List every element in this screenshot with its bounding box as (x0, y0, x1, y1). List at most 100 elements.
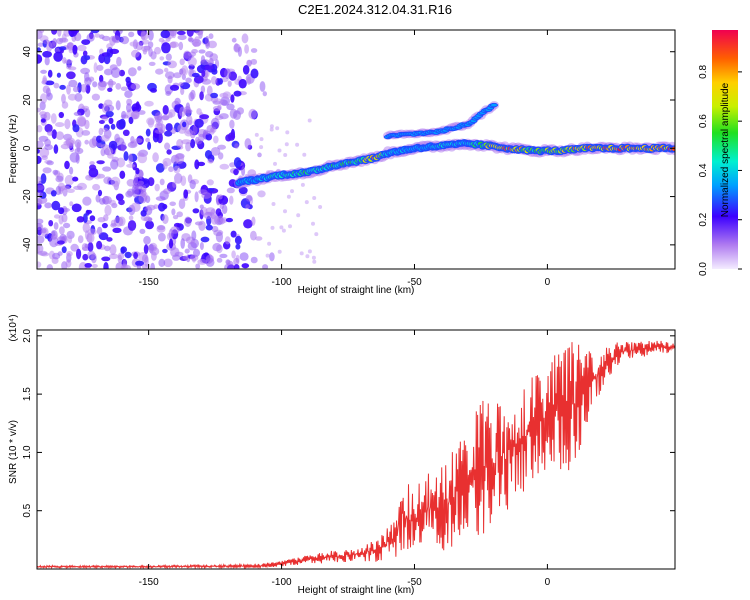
noise-blob (120, 246, 127, 253)
noise-blob (81, 39, 91, 45)
noise-blob (115, 83, 122, 90)
noise-blob (218, 194, 223, 200)
noise-blob (74, 92, 83, 102)
noise-blob (242, 65, 250, 75)
noise-blob (154, 123, 160, 129)
noise-blob (92, 183, 101, 191)
noise-blob (140, 210, 147, 217)
noise-blob (47, 69, 53, 78)
noise-blob (244, 138, 252, 149)
noise-blob (204, 130, 211, 135)
noise-blob (81, 130, 91, 136)
noise-blob (164, 67, 169, 73)
noise-blob (55, 131, 64, 141)
noise-blob (86, 209, 93, 214)
noise-blob (259, 145, 264, 150)
noise-blob (302, 152, 307, 157)
noise-blob (64, 174, 75, 186)
noise-blob (269, 252, 275, 262)
noise-blob (155, 163, 165, 173)
noise-blob (158, 232, 166, 242)
noise-blob (104, 104, 115, 112)
noise-blob (96, 240, 103, 250)
noise-blob (159, 56, 165, 61)
noise-blob (52, 169, 59, 175)
noise-blob (128, 116, 134, 125)
noise-blob (37, 42, 44, 47)
noise-blob (168, 238, 174, 249)
spectrogram-x-axis-label: Height of straight line (km) (298, 285, 415, 296)
noise-blob (255, 236, 263, 241)
noise-blob (55, 175, 64, 183)
noise-blob (64, 118, 71, 130)
noise-blob (250, 58, 258, 65)
noise-blob (110, 159, 119, 170)
noise-blob (230, 230, 237, 238)
noise-blob (71, 203, 82, 213)
noise-blob (150, 88, 157, 93)
noise-blob (37, 192, 44, 197)
noise-blob (87, 242, 94, 252)
snr-y-tick-label: 0.5 (22, 503, 33, 517)
colorbar-label: Normalized spectral amplitude (720, 82, 731, 217)
noise-blob (97, 217, 106, 223)
noise-blob (295, 142, 300, 147)
noise-blob (239, 252, 249, 261)
noise-blob (148, 30, 154, 41)
noise-blob (158, 258, 166, 267)
noise-blob (76, 248, 82, 260)
colorbar-tick-label: 0.4 (698, 163, 709, 177)
noise-blob (101, 116, 108, 122)
noise-blob (168, 109, 176, 118)
noise-blob (73, 185, 83, 190)
noise-blob (105, 110, 114, 118)
noise-blob (109, 48, 120, 55)
noise-blob (181, 139, 192, 145)
noise-blob (226, 259, 231, 266)
noise-blob (119, 170, 126, 179)
noise-blob (172, 181, 177, 188)
noise-blob (125, 76, 131, 84)
spectrogram-marks (37, 30, 675, 269)
noise-blob (67, 93, 77, 101)
noise-blob (99, 34, 105, 39)
noise-blob (219, 163, 230, 170)
noise-blob (86, 232, 95, 244)
spectrogram-y-axis-label: Frequency (Hz) (8, 115, 19, 184)
noise-blob (201, 69, 206, 78)
noise-blob (68, 79, 78, 88)
noise-blob (109, 64, 118, 71)
colorbar-tick-label: 0.2 (698, 212, 709, 226)
noise-blob (180, 238, 185, 249)
noise-blob (271, 202, 276, 206)
noise-blob (210, 147, 221, 156)
noise-blob (179, 68, 184, 75)
noise-blob (179, 58, 185, 66)
noise-blob (205, 51, 214, 58)
noise-blob (57, 30, 62, 37)
noise-blob (205, 254, 215, 263)
noise-blob (184, 216, 192, 228)
noise-blob (50, 190, 57, 197)
noise-blob (122, 129, 130, 136)
noise-blob (245, 204, 250, 210)
noise-blob (225, 217, 233, 223)
noise-blob (226, 103, 235, 111)
noise-blob (110, 176, 121, 187)
noise-blob (140, 185, 147, 193)
noise-blob (51, 30, 58, 35)
colorbar: 0.0 0.2 0.4 0.6 0.8 Normalized spectral ampl… (698, 30, 742, 276)
noise-blob (82, 196, 92, 206)
noise-blob (58, 37, 69, 43)
noise-blob (145, 128, 151, 137)
noise-blob (234, 235, 242, 245)
noise-blob (170, 226, 180, 234)
noise-blob (44, 144, 53, 151)
noise-blob (63, 140, 72, 146)
noise-blob (65, 259, 72, 268)
noise-blob (201, 192, 212, 199)
noise-blob (205, 224, 213, 231)
noise-blob (204, 65, 214, 70)
noise-blob (37, 176, 42, 186)
noise-blob (193, 75, 204, 84)
